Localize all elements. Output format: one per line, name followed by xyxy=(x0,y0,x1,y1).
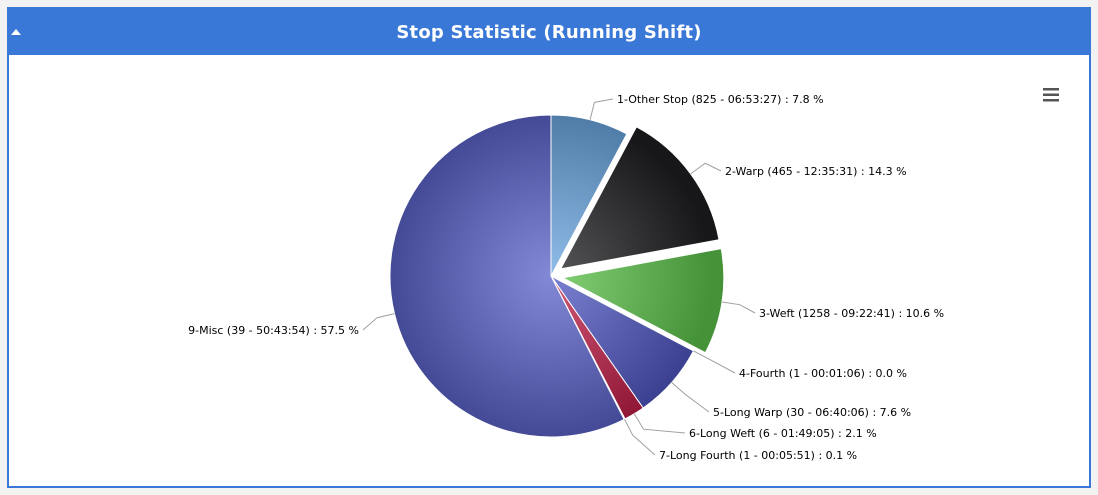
panel-header: Stop Statistic (Running Shift) xyxy=(9,9,1089,55)
slice-label: 1-Other Stop (825 - 06:53:27) : 7.8 % xyxy=(617,93,824,106)
label-connector xyxy=(721,301,756,314)
label-connector xyxy=(633,413,686,434)
chart-area: 1-Other Stop (825 - 06:53:27) : 7.8 % 2-W… xyxy=(9,55,1089,486)
label-connector xyxy=(671,382,710,413)
stop-statistic-panel: Stop Statistic (Running Shift) 1-Other S… xyxy=(7,7,1091,488)
label-connector xyxy=(690,162,722,175)
label-connector xyxy=(362,313,395,331)
label-connector xyxy=(589,98,614,120)
slice-label: 3-Weft (1258 - 09:22:41) : 10.6 % xyxy=(759,307,944,320)
label-connector xyxy=(624,418,656,456)
slice-label: 9-Misc (39 - 50:43:54) : 57.5 % xyxy=(188,324,359,337)
slice-label: 4-Fourth (1 - 00:01:06) : 0.0 % xyxy=(739,367,907,380)
slice-label: 7-Long Fourth (1 - 00:05:51) : 0.1 % xyxy=(659,449,857,462)
hamburger-menu-icon[interactable] xyxy=(1037,84,1061,106)
label-connector xyxy=(693,350,736,374)
slice-label: 6-Long Weft (6 - 01:49:05) : 2.1 % xyxy=(689,427,877,440)
caret-up-icon[interactable] xyxy=(9,25,23,39)
pie-chart: 1-Other Stop (825 - 06:53:27) : 7.8 % 2-W… xyxy=(188,84,1061,462)
slice-label: 2-Warp (465 - 12:35:31) : 14.3 % xyxy=(725,165,907,178)
slice-label: 5-Long Warp (30 - 06:40:06) : 7.6 % xyxy=(713,406,911,419)
pie-slice[interactable] xyxy=(561,248,725,354)
panel-title: Stop Statistic (Running Shift) xyxy=(396,21,702,43)
